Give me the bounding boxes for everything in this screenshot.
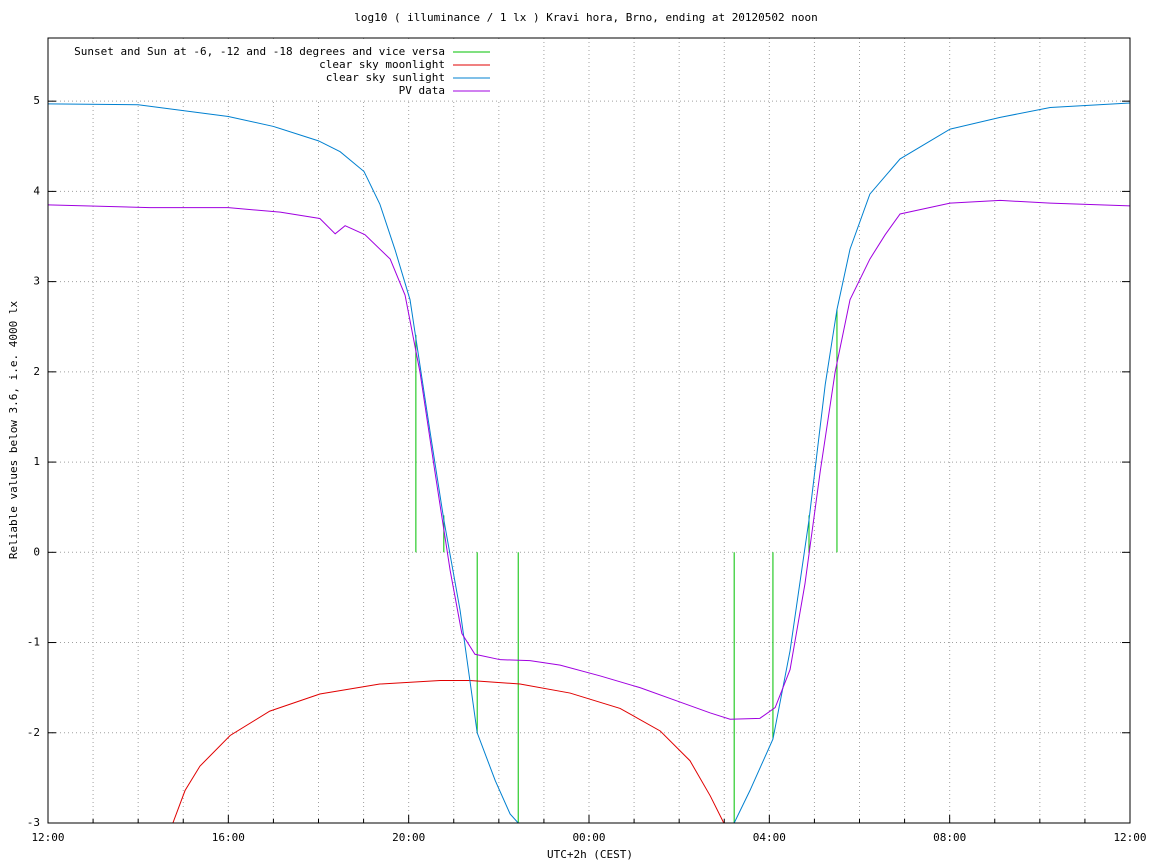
x-tick-label: 20:00: [392, 831, 425, 844]
legend-label: Sunset and Sun at -6, -12 and -18 degree…: [74, 45, 445, 58]
series-line: [415, 309, 838, 823]
series-line: [172, 679, 725, 823]
series-line: [48, 199, 1130, 720]
x-tick-label: 12:00: [31, 831, 64, 844]
y-tick-label: -1: [27, 636, 40, 649]
x-tick-label: 00:00: [572, 831, 605, 844]
y-tick-label: 4: [33, 184, 40, 197]
y-tick-label: 5: [33, 94, 40, 107]
x-tick-label: 08:00: [933, 831, 966, 844]
legend-background: [50, 42, 500, 100]
chart-title: log10 ( illuminance / 1 lx ) Kravi hora,…: [354, 11, 818, 24]
y-tick-label: 2: [33, 365, 40, 378]
x-tick-label: 04:00: [753, 831, 786, 844]
legend-label: clear sky moonlight: [319, 58, 445, 71]
series-line: [48, 102, 1130, 823]
x-axis-label: UTC+2h (CEST): [547, 848, 633, 861]
y-tick-label: 3: [33, 275, 40, 288]
legend-label: PV data: [399, 84, 445, 97]
y-axis-label: Reliable values below 3.6, i.e. 4000 lx: [7, 300, 20, 559]
y-tick-label: 0: [33, 545, 40, 558]
y-tick-label: -2: [27, 726, 40, 739]
plot-border: [47, 37, 1131, 824]
y-tick-label: -3: [27, 816, 40, 829]
x-tick-label: 16:00: [212, 831, 245, 844]
x-tick-label: 12:00: [1113, 831, 1146, 844]
y-tick-label: 1: [33, 455, 40, 468]
legend-label: clear sky sunlight: [326, 71, 445, 84]
